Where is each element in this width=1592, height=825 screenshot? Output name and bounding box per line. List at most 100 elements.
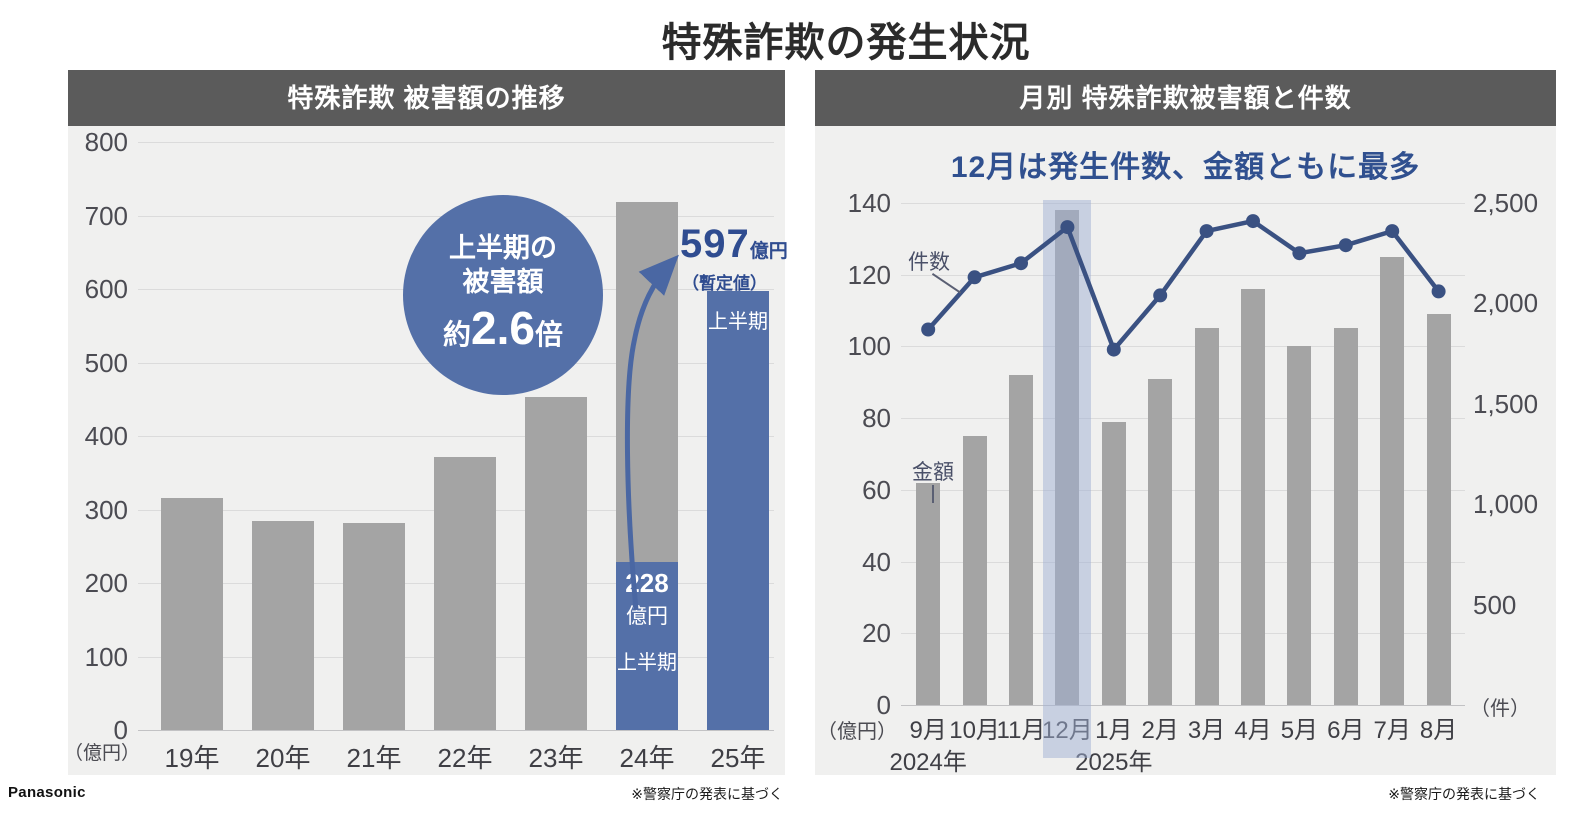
cases-point-4月 [1246, 214, 1260, 229]
bar-21年 [343, 522, 405, 730]
badge-line-1: 上半期の [449, 232, 557, 263]
cases-series-label: 件数 [908, 251, 950, 274]
y-axis-tick-500: 500 [84, 347, 128, 378]
badge-ratio-value: 2.6 [471, 301, 535, 354]
y-gridline-60 [901, 489, 1465, 491]
source-note-right: ※警察庁の発表に基づく [1388, 786, 1540, 802]
x-label-9月: 9月 [909, 717, 947, 744]
bar-20年 [252, 520, 314, 730]
bar-25年: 上半期 [707, 291, 769, 730]
left-axis-unit: （億円） [64, 743, 141, 764]
cases-point-9月 [921, 322, 936, 337]
bar-9月 [916, 482, 941, 705]
half-year-ratio-badge: 上半期の 被害額 約2.6倍 [403, 195, 603, 395]
first-half-amount-unit: 億円 [626, 605, 668, 629]
callout-note: （暫定値） [682, 274, 767, 293]
y-axis-tick-400: 400 [84, 421, 128, 451]
amount-label-connector [932, 485, 934, 503]
bar-22年 [434, 457, 496, 730]
cases-point-1月 [1106, 342, 1121, 357]
y-axis-tick-600: 600 [84, 274, 128, 304]
badge-line-2: 被害額 [462, 266, 544, 297]
y-axis-tick-0: 0 [113, 715, 128, 745]
bar-7月 [1380, 256, 1405, 705]
y-gridline-40 [901, 561, 1465, 563]
x-label-25年: 25年 [710, 743, 766, 773]
yearly-chart-header: 特殊詐欺 被害額の推移 [68, 70, 785, 126]
bar-8月 [1426, 314, 1451, 705]
x-label-10月: 10月 [949, 717, 1000, 744]
y-axis-tick-700: 700 [84, 200, 128, 231]
x-label-3月: 3月 [1187, 717, 1226, 744]
x-label-1月: 1月 [1095, 717, 1133, 744]
y-gridline-140 [901, 202, 1465, 204]
damage-callout: 597億円 （暫定値） [680, 222, 788, 294]
amount-series-label: 金額 [912, 461, 954, 484]
bar-23年 [525, 397, 587, 730]
right-axis-tick-2500: 2,500 [1473, 188, 1539, 218]
bar-1月 [1101, 421, 1126, 705]
first-half-tag: 上半期 [617, 652, 677, 675]
first-half-amount: 228 [625, 568, 669, 599]
y-gridline-400 [138, 436, 774, 437]
callout-unit: 億円 [749, 241, 788, 262]
right-axis-tick-1500: 1,500 [1473, 388, 1539, 419]
panel-monthly-damage-cases: 0 20 40 60 80 100 120 140 （億円） 500 1,000 1,500 2,000… [815, 70, 1556, 776]
bar-2月 [1148, 378, 1173, 705]
y-axis-tick-100: 100 [84, 641, 128, 672]
yearly-chart-plot: 800 700 600 500 400 300 200 100 0 （億円） 19年 20年 21年 22… [64, 70, 785, 775]
y-gridline-80 [901, 418, 1465, 420]
y-gridline-0 [901, 705, 1465, 706]
x-label-11月: 11月 [996, 717, 1046, 744]
right-axis-tick-500: 500 [1473, 589, 1517, 620]
x-label-6月: 6月 [1327, 717, 1365, 744]
badge-ratio-suffix: 倍 [534, 318, 563, 350]
left-axis-tick-140: 140 [847, 187, 891, 218]
first-half-tag-25: 上半期 [708, 311, 768, 334]
bar-19年 [161, 497, 223, 730]
bar-5月 [1287, 346, 1312, 705]
left-axis-tick-0: 0 [876, 690, 891, 720]
december-highlight-band [1043, 200, 1092, 758]
x-label-23年: 23年 [528, 743, 584, 773]
right-axis-tick-1000: 1,000 [1473, 489, 1539, 520]
left-axis-tick-20: 20 [862, 618, 891, 649]
x-label-7月: 7月 [1373, 717, 1411, 744]
right-axis-tick-2000: 2,000 [1473, 288, 1539, 319]
y-gridline-0 [138, 730, 774, 731]
x-label-2月: 2月 [1141, 717, 1179, 744]
cases-point-7月 [1385, 224, 1400, 239]
panasonic-logo: Panasonic [8, 784, 86, 801]
cases-point-2月 [1153, 288, 1168, 303]
callout-value: 597 [680, 222, 750, 266]
bar-3月 [1194, 328, 1219, 705]
badge-ratio: 約2.6倍 [443, 303, 563, 360]
cases-point-11月 [1014, 256, 1028, 271]
x-label-22年: 22年 [437, 743, 493, 773]
cases-point-10月 [967, 270, 982, 285]
y-gridline-20 [901, 633, 1465, 635]
badge-ratio-prefix: 約 [443, 318, 472, 350]
panel-yearly-damage: 800 700 600 500 400 300 200 100 0 （億円） 19年 20年 21年 22… [64, 70, 788, 775]
monthly-chart-header: 月別 特殊詐欺被害額と件数 [815, 70, 1556, 126]
left-axis-tick-100: 100 [847, 331, 891, 362]
left-axis-tick-120: 120 [847, 259, 891, 290]
bar-11月 [1009, 375, 1033, 705]
monthly-chart-subtitle: 12月は発生件数、金額ともに最多 [950, 151, 1421, 184]
y-axis-tick-300: 300 [84, 494, 128, 525]
x-label-24年: 24年 [619, 743, 675, 773]
left-axis-tick-80: 80 [862, 403, 891, 434]
bar-24年: 228 億円上半期 [616, 202, 678, 730]
cases-point-8月 [1431, 284, 1446, 299]
monthly-right-axis-unit: （件） [1470, 698, 1530, 720]
monthly-left-axis-unit: （億円） [817, 721, 897, 743]
bar-first-half-segment: 228 億円上半期 [616, 562, 678, 730]
cases-point-6月 [1338, 238, 1353, 253]
left-axis-tick-60: 60 [862, 474, 891, 505]
source-note-left: ※警察庁の発表に基づく [631, 786, 783, 802]
x-label-5月: 5月 [1280, 717, 1319, 744]
bar-4月 [1241, 289, 1265, 705]
left-axis-tick-40: 40 [862, 546, 891, 577]
cases-line [925, 218, 1441, 352]
y-gridline-800 [138, 142, 774, 143]
